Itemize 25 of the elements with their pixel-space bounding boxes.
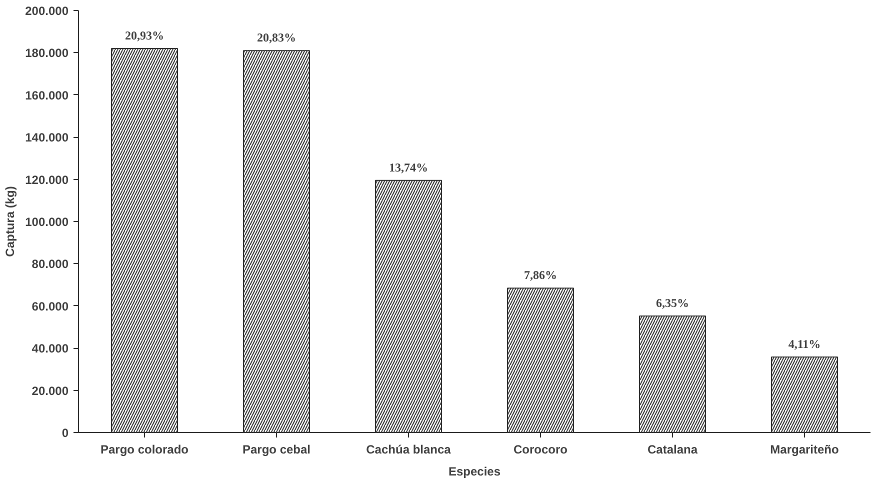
- y-tick-label: 80.000: [32, 257, 69, 272]
- x-tick-label: Margariteño: [770, 442, 839, 456]
- y-tick-label: 60.000: [32, 299, 69, 314]
- x-tick-label: Pargo colorado: [100, 442, 189, 456]
- y-tick-label: 160.000: [25, 88, 69, 102]
- y-tick-label: 180.000: [25, 46, 69, 60]
- y-tick-label: 20.000: [32, 384, 69, 398]
- y-tick-label: 140.000: [25, 130, 69, 145]
- annotation: 7,86%: [524, 268, 557, 282]
- annotation: 6,35%: [656, 296, 689, 310]
- annotation: 20,83%: [257, 30, 296, 45]
- y-axis-title: Captura (kg): [3, 186, 18, 257]
- y-tick-label: 120.000: [25, 172, 69, 187]
- y-tick-label: 40.000: [32, 342, 69, 356]
- x-tick-label: Corocoro: [514, 442, 568, 456]
- annotation: 4,11%: [788, 336, 821, 351]
- x-tick-label: Cachúa blanca: [366, 442, 452, 456]
- x-tick-label: Catalana: [647, 442, 698, 456]
- y-tick-label: 100.000: [25, 215, 69, 229]
- x-axis-title: Especies: [448, 464, 501, 478]
- y-tick-label: 200.000: [25, 4, 69, 18]
- annotation: 13,74%: [389, 160, 428, 174]
- x-tick-label: Pargo cebal: [242, 442, 311, 456]
- y-tick-label: 0: [62, 426, 69, 440]
- annotation: 20,93%: [125, 28, 164, 42]
